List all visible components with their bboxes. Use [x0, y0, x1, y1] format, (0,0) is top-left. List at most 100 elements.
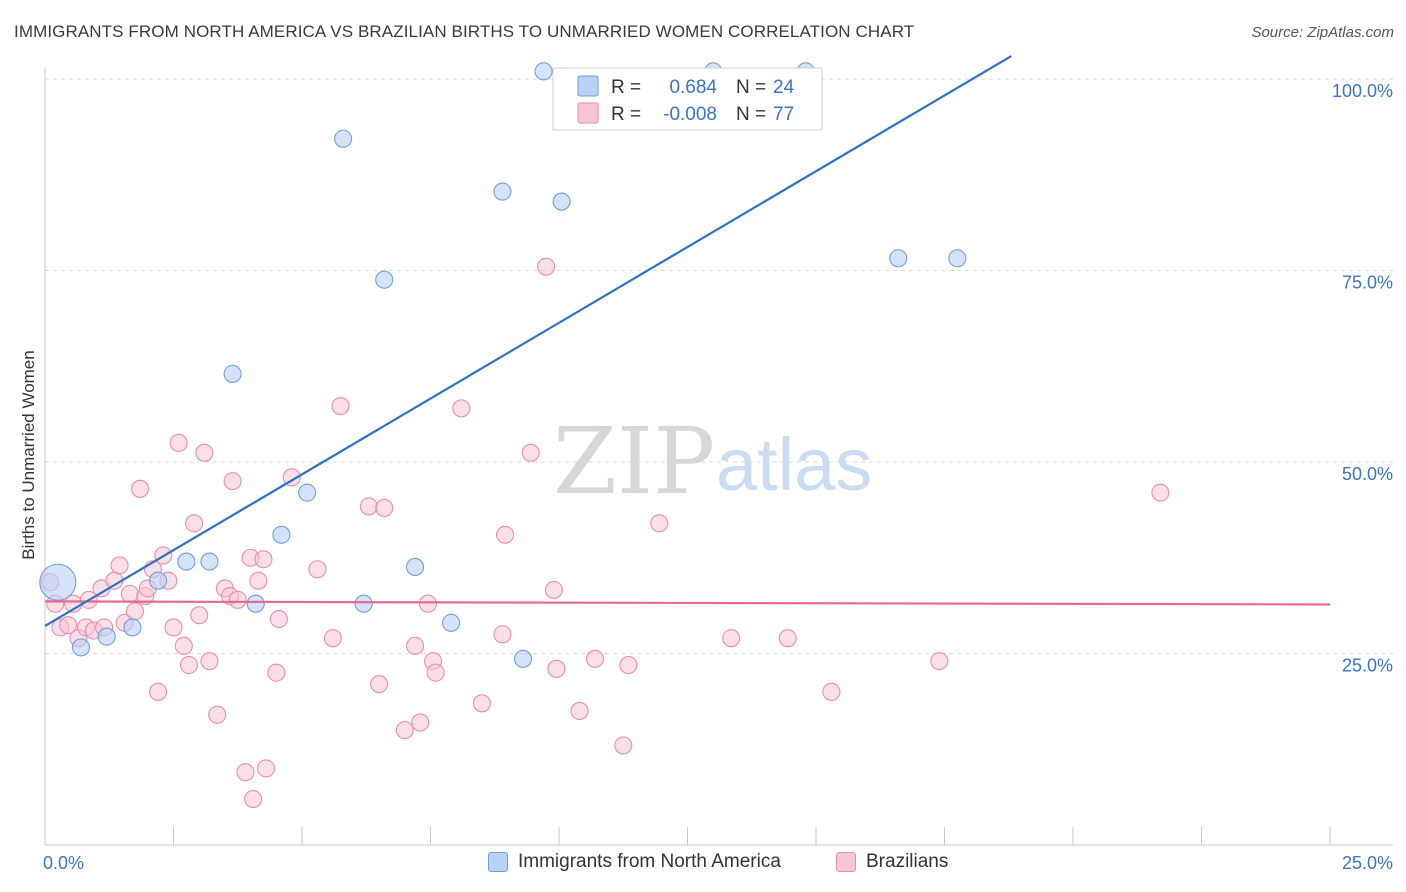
legend-swatch-pink	[577, 102, 599, 124]
y-tick-labels: 25.0% 50.0% 75.0% 100.0%	[1332, 81, 1393, 676]
data-point-brazilians	[254, 550, 273, 569]
data-point-brazilians	[256, 759, 276, 778]
data-point-north-america	[97, 627, 116, 646]
data-point-brazilians	[59, 616, 78, 635]
data-point-brazilians	[359, 497, 378, 516]
data-point-north-america	[552, 192, 571, 211]
data-point-brazilians	[208, 705, 227, 724]
data-point-brazilians	[169, 433, 188, 452]
legend-n-value-pink: 77	[773, 104, 794, 125]
data-point-north-america	[39, 563, 77, 601]
legend-item-brazilians[interactable]: Brazilians	[836, 851, 948, 873]
y-tick-label-75: 75.0%	[1342, 273, 1393, 293]
data-point-brazilians	[190, 606, 209, 625]
data-point-north-america	[513, 649, 533, 668]
data-point-brazilians	[370, 675, 389, 694]
north-america-points	[39, 62, 967, 668]
legend-r-value-blue: 0.684	[669, 77, 717, 98]
data-point-north-america	[442, 613, 461, 632]
data-point-brazilians	[822, 682, 841, 701]
data-point-brazilians	[1151, 483, 1170, 502]
chart-title: IMMIGRANTS FROM NORTH AMERICA VS BRAZILI…	[14, 22, 915, 41]
data-point-brazilians	[323, 629, 342, 648]
data-point-brazilians	[179, 655, 198, 675]
y-tick-label-100: 100.0%	[1332, 81, 1393, 101]
legend-r-label-pink: R =	[611, 104, 641, 125]
axes	[44, 68, 1393, 846]
data-point-brazilians	[249, 571, 268, 590]
data-point-brazilians	[930, 652, 949, 671]
watermark-atlas: atlas	[716, 423, 872, 506]
data-point-brazilians	[244, 789, 263, 809]
data-point-brazilians	[149, 682, 168, 701]
data-point-brazilians	[650, 514, 669, 533]
data-point-north-america	[334, 129, 353, 148]
watermark-zip: ZIP	[553, 408, 715, 515]
data-point-north-america	[354, 594, 373, 613]
legend-n-value-blue: 24	[773, 77, 795, 98]
watermark: ZIP atlas	[553, 408, 872, 515]
data-point-north-america	[200, 552, 219, 571]
data-point-brazilians	[228, 590, 247, 609]
legend-r-label-blue: R =	[611, 77, 641, 98]
trend-line-north-america	[44, 55, 1012, 627]
x-tick-label-25: 25.0%	[1342, 853, 1393, 873]
data-point-brazilians	[308, 560, 327, 579]
legend-swatch-brazilians	[836, 852, 856, 872]
data-point-brazilians	[164, 618, 183, 637]
data-point-north-america	[272, 525, 291, 544]
data-point-brazilians	[418, 594, 437, 613]
data-point-north-america	[375, 270, 394, 289]
data-point-brazilians	[267, 663, 286, 682]
data-point-brazilians	[223, 472, 242, 491]
data-point-north-america	[493, 182, 512, 201]
data-point-brazilians	[131, 479, 150, 498]
legend-item-north-america[interactable]: Immigrants from North America	[488, 851, 781, 873]
data-point-north-america	[406, 557, 425, 576]
legend-swatch-north-america	[488, 852, 508, 872]
legend-r-value-pink: -0.008	[663, 104, 717, 125]
data-point-north-america	[948, 249, 967, 268]
legend-label-north-america: Immigrants from North America	[518, 851, 781, 872]
data-point-brazilians	[395, 721, 414, 740]
data-point-brazilians	[110, 556, 129, 575]
data-point-brazilians	[585, 649, 605, 668]
brazilians-points	[41, 257, 1170, 809]
data-point-brazilians	[331, 397, 350, 416]
data-point-north-america	[177, 552, 196, 571]
legend-label-brazilians: Brazilians	[866, 851, 949, 872]
data-point-brazilians	[174, 636, 193, 655]
data-point-brazilians	[547, 659, 566, 678]
data-point-brazilians	[269, 609, 288, 629]
data-point-north-america	[889, 249, 908, 268]
data-point-brazilians	[472, 694, 491, 713]
data-point-brazilians	[282, 468, 301, 487]
data-point-brazilians	[778, 629, 797, 648]
data-point-brazilians	[411, 713, 430, 732]
data-point-brazilians	[537, 257, 556, 276]
x-tick-labels: 0.0% 25.0%	[43, 853, 1393, 873]
data-point-brazilians	[722, 629, 741, 648]
series-legend: Immigrants from North America Brazilians	[0, 851, 1406, 879]
data-point-brazilians	[195, 443, 214, 462]
correlation-legend: R = 0.684 N = 24 R = -0.008 N = 77	[552, 67, 823, 131]
data-point-brazilians	[200, 652, 219, 671]
data-point-brazilians	[375, 498, 394, 518]
legend-n-label-blue: N =	[736, 77, 766, 98]
y-tick-label-25: 25.0%	[1342, 656, 1393, 676]
data-point-brazilians	[426, 663, 445, 682]
trend-line-brazilians	[44, 600, 1331, 606]
trend-lines	[44, 55, 1331, 627]
data-point-brazilians	[495, 525, 515, 544]
data-point-brazilians	[125, 602, 144, 621]
data-point-north-america	[534, 62, 553, 81]
data-point-brazilians	[236, 763, 255, 782]
grid-lines	[45, 78, 1393, 654]
data-point-brazilians	[619, 655, 638, 675]
y-tick-label-50: 50.0%	[1342, 464, 1393, 484]
y-axis-label: Births to Unmarried Women	[19, 350, 38, 559]
data-point-brazilians	[452, 399, 471, 418]
legend-n-label-pink: N =	[736, 104, 766, 125]
data-point-north-america	[149, 571, 168, 590]
